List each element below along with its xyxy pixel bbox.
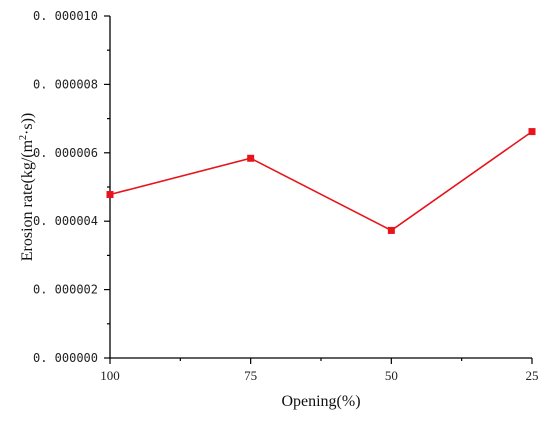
axes — [109, 16, 532, 359]
x-tick-label: 75 — [244, 368, 257, 383]
y-axis-title-sup: 2 — [18, 135, 29, 140]
series-layer — [106, 128, 536, 234]
y-tick-label: 0. 000000 — [33, 351, 98, 365]
x-tick-label: 25 — [526, 368, 539, 383]
data-point-marker — [247, 154, 255, 162]
x-tick-label: 50 — [385, 368, 398, 383]
y-axis-title: Erosion rate(kg/(m2·s)) — [18, 113, 36, 262]
y-tick-label: 0. 000002 — [33, 283, 98, 297]
y-tick-label: 0. 000008 — [33, 77, 98, 91]
y-tick-label: 0. 000010 — [33, 9, 98, 23]
data-point-marker — [528, 128, 536, 136]
y-ticks: 0. 000000 0. 000002 0. 000004 0. 000006 0. 0… — [33, 9, 110, 365]
y-axis-title-main: Erosion rate(kg/(m — [19, 139, 36, 261]
x-axis-title: Opening(%) — [281, 393, 360, 410]
series-line — [109, 130, 533, 232]
y-tick-label: 0. 000006 — [33, 146, 98, 160]
y-tick-label: 0. 000004 — [33, 214, 98, 228]
data-point-marker — [387, 226, 395, 234]
x-tick-label: 100 — [100, 368, 120, 383]
data-point-marker — [106, 191, 114, 199]
x-ticks: 100 75 50 25 — [100, 358, 539, 383]
y-axis-title-tail: ·s)) — [19, 113, 36, 135]
